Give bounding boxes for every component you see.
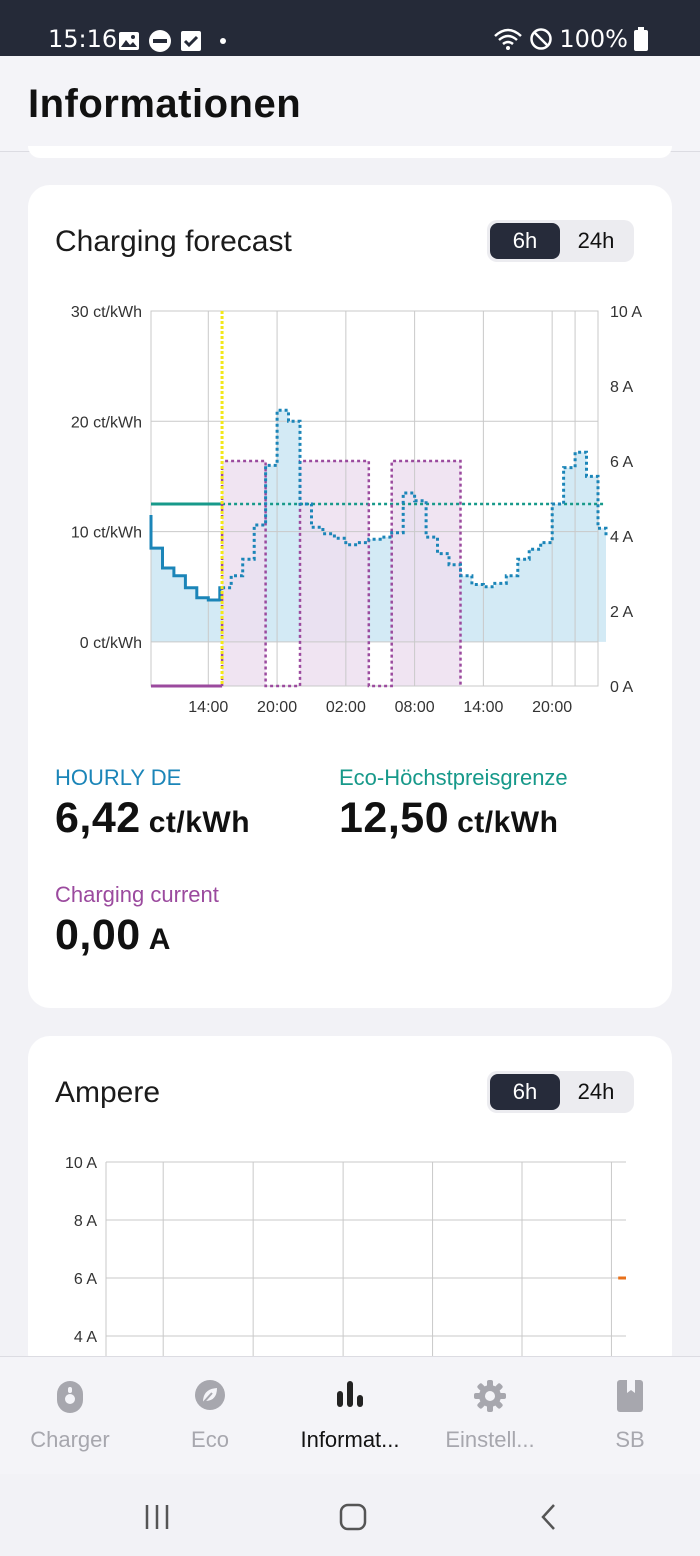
ampere-range-24h[interactable]: 24h: [577, 1079, 615, 1104]
amp-y-tick-label-4: 4 A: [74, 1329, 97, 1346]
forecast-range-6h[interactable]: 6h: [490, 223, 560, 259]
nav-information-label: Informat...: [300, 1427, 400, 1452]
eco-price-limit-value: 12,50 ct/kWh: [339, 794, 558, 843]
ampere-chart: 10 A 8 A 6 A 4 A: [65, 1155, 626, 1376]
charging-forecast-title: Charging forecast: [55, 225, 292, 258]
charging-current-unit: A: [148, 923, 171, 956]
nav-charger[interactable]: Charger: [0, 1357, 140, 1475]
y-right-tick-label-6: 0 A: [610, 679, 633, 696]
current-block-fill-3: [391, 461, 461, 686]
system-navigation-bar: [0, 1474, 700, 1556]
ampere-range-6h[interactable]: 6h: [490, 1074, 560, 1110]
hourly-de-unit: ct/kWh: [148, 806, 251, 839]
y-right-tick-label-4: 4 A: [610, 529, 633, 546]
x-tick-label-2: 20:00: [257, 699, 297, 716]
charging-current-label: Charging current: [55, 882, 219, 907]
image-icon: [119, 32, 139, 50]
home-icon[interactable]: [338, 1502, 368, 1532]
y-right-tick-label-1: 10 A: [610, 304, 642, 321]
leaf-icon: [195, 1380, 225, 1410]
nav-information[interactable]: Informat...: [280, 1357, 420, 1475]
current-forecast-line: [220, 459, 462, 688]
nav-eco-label: Eco: [191, 1427, 229, 1452]
x-tick-label-5: 14:00: [463, 699, 503, 716]
x-tick-label-6: 20:00: [532, 699, 572, 716]
eco-price-limit-unit: ct/kWh: [457, 806, 559, 839]
wifi-icon: [494, 28, 523, 50]
eco-price-limit-number: 12,50: [339, 794, 450, 842]
book-icon: [617, 1380, 643, 1412]
forecast-range-24h[interactable]: 24h: [577, 228, 615, 253]
page-title: Informationen: [28, 82, 302, 126]
nav-sb-label: SB: [615, 1427, 645, 1452]
nav-settings[interactable]: Einstell...: [420, 1357, 560, 1475]
gear-icon: [474, 1380, 506, 1412]
nav-sb[interactable]: SB: [560, 1357, 700, 1475]
bar-chart-icon: [337, 1381, 363, 1407]
blocked-icon: [530, 28, 553, 50]
hourly-de-value: 6,42 ct/kWh: [55, 794, 250, 843]
charging-current-value: 0,00 A: [55, 911, 171, 960]
x-tick-label-3: 02:00: [326, 699, 366, 716]
x-tick-label-1: 14:00: [188, 699, 228, 716]
y-left-tick-label-3: 10 ct/kWh: [71, 525, 142, 542]
ampere-card: Ampere 6h 24h 10 A 8 A 6 A 4 A: [28, 1036, 672, 1376]
amp-y-tick-label-2: 8 A: [74, 1213, 97, 1230]
current-block-fill-1: [222, 461, 266, 686]
y-left-tick-label-2: 20 ct/kWh: [71, 414, 142, 431]
battery-percent: 100%: [559, 25, 628, 53]
charger-icon: [57, 1381, 83, 1413]
back-icon[interactable]: [534, 1502, 564, 1532]
y-left-tick-label-1: 30 ct/kWh: [71, 304, 142, 321]
charging-forecast-chart: 30 ct/kWh 20 ct/kWh 10 ct/kWh 0 ct/kWh 10 A 8…: [71, 304, 643, 716]
price-area-fill: [151, 410, 606, 642]
ampere-title: Ampere: [55, 1076, 161, 1109]
amp-y-tick-label-1: 10 A: [65, 1155, 97, 1172]
charging-current-number: 0,00: [55, 911, 141, 959]
eco-price-limit-label: Eco-Höchstpreisgrenze: [339, 765, 568, 790]
amp-y-tick-label-3: 6 A: [74, 1271, 97, 1288]
current-block-fill-2: [300, 461, 369, 686]
recent-apps-icon[interactable]: [142, 1502, 172, 1532]
status-time: 15:16: [48, 25, 118, 53]
price-forecast-line: [222, 408, 608, 590]
nav-charger-label: Charger: [30, 1427, 110, 1452]
status-bar: 15:16 100%: [0, 0, 700, 56]
x-tick-label-4: 08:00: [395, 699, 435, 716]
hourly-de-label: HOURLY DE: [55, 765, 182, 790]
checkbox-icon: [181, 31, 201, 51]
price-line: [149, 515, 223, 602]
nav-eco[interactable]: Eco: [140, 1357, 280, 1475]
app-bar: Informationen: [0, 56, 700, 152]
forecast-range-toggle: 6h 24h: [487, 220, 634, 262]
battery-icon: [634, 27, 648, 51]
y-right-tick-label-5: 2 A: [610, 604, 633, 621]
ampere-range-toggle: 6h 24h: [487, 1071, 634, 1113]
nav-settings-label: Einstell...: [445, 1427, 535, 1452]
charging-forecast-card: Charging forecast 6h 24h 30 ct/kWh 20 ct/…: [28, 185, 672, 1008]
y-right-tick-label-3: 6 A: [610, 454, 633, 471]
dot-icon: [220, 38, 226, 44]
y-right-tick-label-2: 8 A: [610, 379, 633, 396]
y-left-tick-label-4: 0 ct/kWh: [80, 635, 142, 652]
do-not-disturb-icon: [149, 30, 171, 52]
bottom-navigation: Charger Eco Informat... Einstell... SB: [0, 1356, 700, 1474]
previous-card-edge: [28, 146, 672, 158]
hourly-de-number: 6,42: [55, 794, 141, 842]
